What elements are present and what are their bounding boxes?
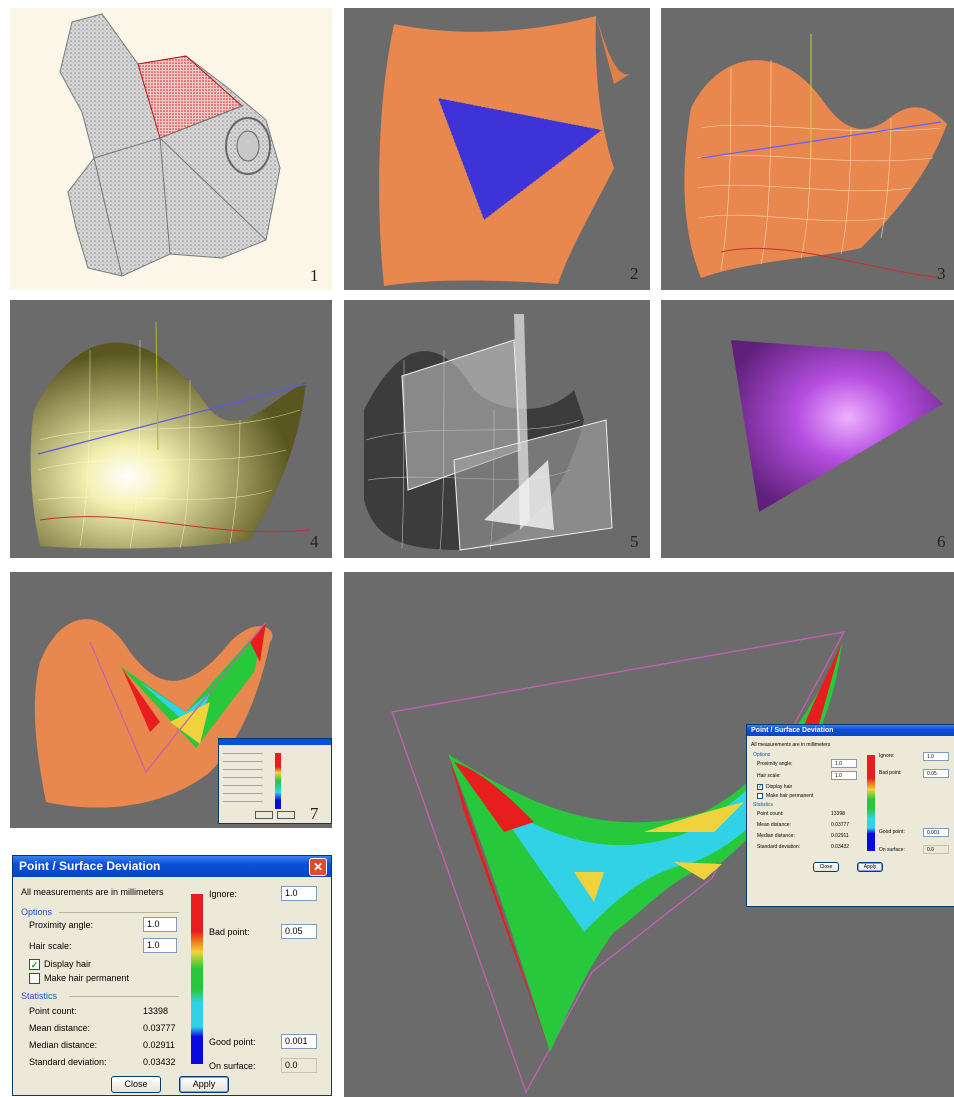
units-note: All measurements are in millimeters [751, 742, 831, 748]
std-deviation-label: Standard deviation: [757, 844, 801, 850]
std-deviation-value: 0.03432 [831, 844, 850, 850]
orange-surface-view [379, 16, 630, 286]
units-note: All measurements are in millimeters [21, 887, 164, 897]
options-heading: Options [753, 752, 771, 758]
std-deviation-value: 0.03432 [143, 1057, 176, 1067]
panel-1-point-cloud: 1 [10, 8, 332, 290]
ignore-input[interactable]: 1.0 [923, 752, 949, 761]
panel-2-surface-fit: 2 [344, 8, 650, 290]
make-hair-label: Make hair permanent [44, 973, 130, 983]
display-hair-checkbox[interactable]: ✓ [29, 959, 40, 970]
panel-number: 1 [310, 266, 319, 285]
panel-number: 7 [310, 804, 319, 823]
statistics-heading: Statistics [753, 802, 774, 808]
point-cloud-mesh [59, 13, 281, 277]
dialog-title: Point / Surface Deviation [751, 727, 834, 734]
make-hair-permanent-checkbox[interactable] [29, 973, 40, 984]
panel-number: 2 [630, 264, 639, 283]
median-distance-label: Median distance: [29, 1040, 98, 1050]
on-surface-input: 0.0 [923, 845, 949, 854]
std-deviation-label: Standard deviation: [29, 1057, 107, 1067]
good-point-input[interactable]: 0.001 [923, 828, 949, 837]
deviation-dialog-small: Point / Surface Deviation All measuremen… [746, 724, 954, 907]
median-distance-label: Median distance: [757, 833, 795, 839]
display-hair-label: Display hair [766, 784, 793, 790]
deviation-color-map [391, 631, 846, 1094]
dialog-title: Point / Surface Deviation [19, 859, 161, 873]
panel-4-lit-surface: 4 [10, 300, 332, 558]
close-button[interactable]: Close [813, 862, 839, 872]
dialog-title-bar: Point / Surface Deviation [13, 856, 331, 877]
purple-surface-patch [731, 340, 943, 512]
deviation-overview [34, 619, 273, 808]
display-hair-checkbox[interactable]: ✓ [757, 784, 763, 790]
median-distance-value: 0.02911 [831, 833, 849, 839]
make-hair-label: Make hair permanent [766, 793, 814, 799]
ignore-label: Ignore: [209, 889, 238, 899]
bad-point-label: Bad point: [209, 927, 250, 937]
panel-number: 4 [310, 532, 319, 551]
panel-number: 3 [937, 264, 946, 283]
dialog-title-bar: Point / Surface Deviation [747, 725, 954, 736]
point-count-value: 13398 [143, 1006, 169, 1016]
color-scale-bar [867, 755, 875, 851]
display-hair-label: Display hair [44, 959, 92, 969]
good-point-label: Good point: [879, 829, 905, 835]
mean-distance-value: 0.03777 [143, 1023, 176, 1033]
hair-scale-input[interactable]: 1.0 [831, 771, 857, 780]
ignore-label: Ignore: [879, 753, 895, 759]
panel-number: 6 [937, 532, 946, 551]
statistics-heading: Statistics [21, 991, 58, 1001]
hair-scale-label: Hair scale: [757, 773, 781, 779]
options-heading: Options [21, 907, 53, 917]
apply-button[interactable]: Apply [179, 1076, 229, 1093]
proximity-angle-input[interactable]: 1.0 [143, 917, 177, 932]
panel-6-purple-patch: 6 [661, 300, 954, 558]
mean-distance-value: 0.03777 [831, 822, 850, 828]
bad-point-input[interactable]: 0.05 [281, 924, 317, 939]
options-separator [59, 912, 179, 913]
close-button[interactable]: Close [111, 1076, 161, 1093]
good-point-input[interactable]: 0.001 [281, 1034, 317, 1049]
on-surface-input: 0.0 [281, 1058, 317, 1073]
mean-distance-label: Mean distance: [29, 1023, 91, 1033]
statistics-separator [69, 996, 179, 997]
bad-point-input[interactable]: 0.05 [923, 769, 949, 778]
point-count-label: Point count: [757, 811, 784, 817]
hair-scale-label: Hair scale: [29, 941, 72, 951]
bad-point-label: Bad point: [879, 770, 902, 776]
surface-planes-view [364, 314, 613, 551]
panel-5-cutting-planes: 5 [344, 300, 650, 558]
panel-7-deviation-view: 7 [10, 572, 332, 828]
deviation-dialog: Point / Surface Deviation ✕ All measurem… [12, 855, 332, 1096]
hair-scale-input[interactable]: 1.0 [143, 938, 177, 953]
close-icon[interactable]: ✕ [309, 858, 327, 876]
deviation-large-view: Point / Surface Deviation All measuremen… [344, 572, 954, 1097]
point-count-label: Point count: [29, 1006, 77, 1016]
make-hair-permanent-checkbox[interactable] [757, 793, 763, 799]
proximity-angle-input[interactable]: 1.0 [831, 759, 857, 768]
panel-3-surface-grid: 3 [661, 8, 954, 290]
on-surface-label: On surface: [209, 1061, 256, 1071]
median-distance-value: 0.02911 [143, 1040, 175, 1050]
point-count-value: 13398 [831, 811, 845, 817]
ignore-input[interactable]: 1.0 [281, 886, 317, 901]
mini-dialog-thumbnail [218, 738, 332, 824]
panel-number: 5 [630, 532, 639, 551]
mean-distance-label: Mean distance: [757, 822, 791, 828]
apply-button[interactable]: Apply [857, 862, 883, 872]
proximity-label: Proximity angle: [757, 761, 793, 767]
orange-saddle-grid [684, 34, 947, 279]
yellow-saddle-surface [30, 321, 311, 549]
good-point-label: Good point: [209, 1037, 256, 1047]
color-scale-bar [191, 894, 203, 1064]
on-surface-label: On surface: [879, 847, 905, 853]
proximity-label: Proximity angle: [29, 920, 94, 930]
